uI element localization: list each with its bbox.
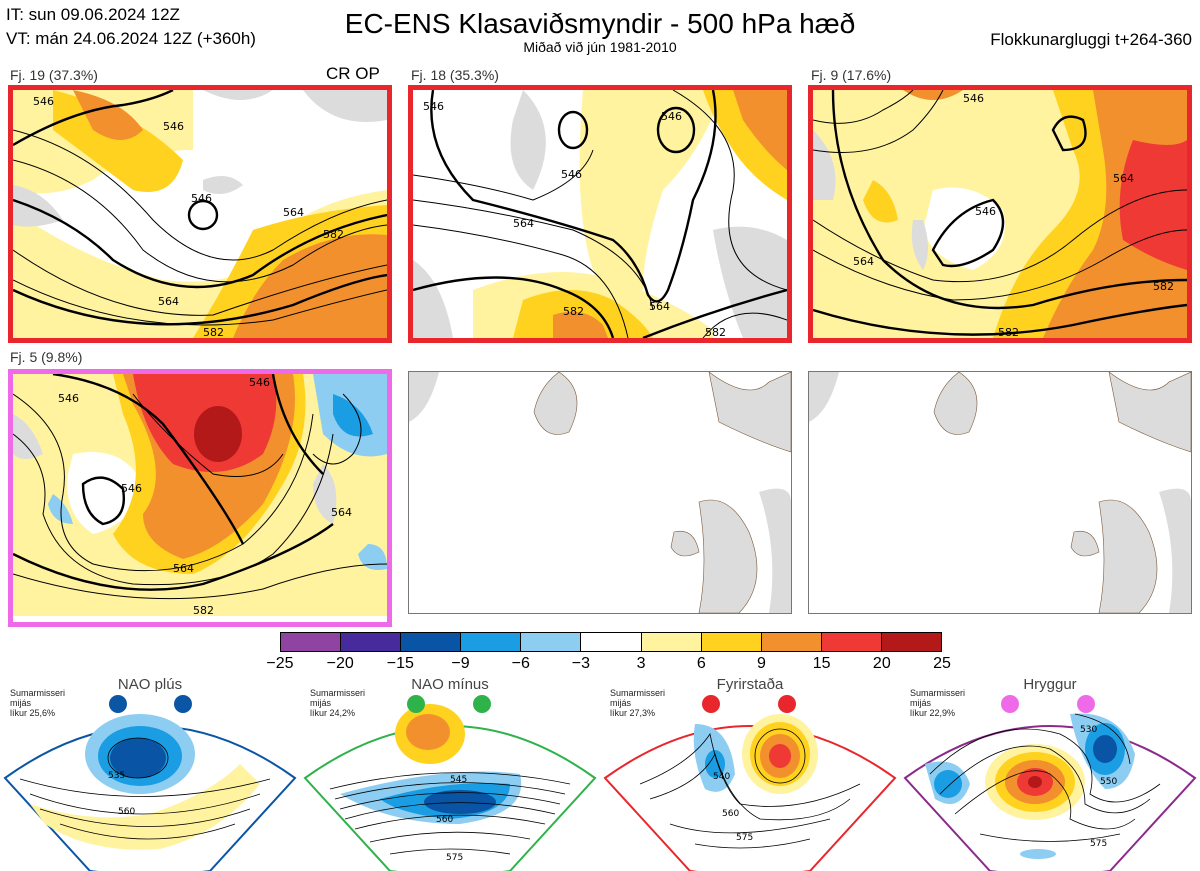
cluster-2-contour-label: 546 bbox=[561, 168, 582, 181]
regime-indicator-dot bbox=[473, 695, 491, 713]
empty-map-panel bbox=[408, 371, 792, 614]
cluster-2-contour-label: 546 bbox=[661, 110, 682, 123]
regime-nao-plus: 535 560 NAO plús Sumarmisseri mijás líku… bbox=[0, 674, 300, 871]
cluster-4-contour-label: 582 bbox=[193, 604, 214, 616]
regime-name: Hryggur bbox=[1023, 676, 1077, 693]
cluster-2-contour-label: 582 bbox=[705, 326, 726, 338]
cluster-2-map: 546 546 546 564 564 582 582 bbox=[408, 85, 792, 343]
regime-note: Sumarmisseri mijás líkur 25,6% bbox=[10, 688, 66, 718]
valid-time: VT: mán 24.06.2024 12Z (+360h) bbox=[6, 29, 256, 48]
nao-plus-contour: 560 bbox=[118, 807, 135, 817]
colorbar-tick-label: −15 bbox=[386, 655, 414, 672]
regime-name: Fyrirstaða bbox=[716, 676, 784, 693]
regime-name: NAO mínus bbox=[411, 676, 489, 693]
colorbar-cell bbox=[701, 633, 762, 651]
ridge-contour: 550 bbox=[1100, 777, 1117, 787]
anomaly-colorbar bbox=[280, 632, 942, 652]
colorbar-cell bbox=[521, 633, 582, 651]
colorbar-tick-label: 15 bbox=[812, 655, 831, 672]
regime-indicator-dot bbox=[174, 695, 192, 713]
cluster-4-contour-label: 546 bbox=[249, 376, 270, 389]
colorbar-tick-label: 9 bbox=[757, 655, 766, 672]
regime-indicator-dot bbox=[109, 695, 127, 713]
blocking-contour: 540 bbox=[713, 772, 730, 782]
colorbar-tick-label: −3 bbox=[571, 655, 591, 672]
cluster-4-contour-label: 564 bbox=[331, 506, 352, 519]
colorbar-cell bbox=[821, 633, 882, 651]
regime-nao-minus: 545 560 575 NAO mínus Sumarmisseri mijás… bbox=[300, 674, 600, 871]
cluster-3-contour-label: 564 bbox=[853, 255, 874, 268]
cluster-1-contour-label: 582 bbox=[203, 326, 224, 338]
regime-indicator-dot bbox=[778, 695, 796, 713]
cluster-1-contour-label: 546 bbox=[191, 192, 212, 205]
ridge-contour: 575 bbox=[1090, 839, 1107, 849]
cluster-4-contour-label: 546 bbox=[121, 482, 142, 495]
colorbar-cell bbox=[281, 633, 342, 651]
cluster-3-contour-label: 546 bbox=[963, 92, 984, 105]
regime-note: Sumarmisseri mijás líkur 22,9% bbox=[910, 688, 966, 718]
blocking-contour: 575 bbox=[736, 833, 753, 843]
cluster-4-label: Fj. 5 (9.8%) bbox=[10, 349, 83, 365]
nao-minus-contour: 575 bbox=[446, 853, 463, 863]
cluster-4-contour-label: 564 bbox=[173, 562, 194, 575]
colorbar-tick-label: −6 bbox=[511, 655, 530, 672]
cluster-3-contour-label: 546 bbox=[975, 205, 996, 218]
cluster-3-contour-label: 582 bbox=[1153, 280, 1174, 293]
cluster-1-tag: CR OP bbox=[326, 64, 380, 83]
colorbar-cell bbox=[461, 633, 522, 651]
colorbar-tick-label: −9 bbox=[451, 655, 470, 672]
blocking-contour: 560 bbox=[722, 809, 739, 819]
cluster-1-contour-label: 564 bbox=[283, 206, 304, 219]
cluster-2-contour-label: 546 bbox=[423, 100, 444, 113]
regime-indicator-dot bbox=[407, 695, 425, 713]
cluster-3-contour-label: 582 bbox=[998, 326, 1019, 338]
regime-ridge: 530 550 575 Hryggur Sumarmisseri mijás l… bbox=[900, 674, 1200, 871]
cluster-1-contour-label: 582 bbox=[323, 228, 344, 241]
colorbar-cell bbox=[761, 633, 822, 651]
regime-indicator-dot bbox=[1001, 695, 1019, 713]
regime-blocking: 540 560 575 Fyrirstaða Sumarmisseri mijá… bbox=[600, 674, 900, 871]
cluster-3-map: 546 546 564 564 582 582 bbox=[808, 85, 1192, 343]
page-title: EC-ENS Klasaviðsmyndir - 500 hPa hæð bbox=[344, 8, 856, 39]
colorbar-tick-label: 3 bbox=[636, 655, 646, 672]
colorbar-cell bbox=[881, 633, 942, 651]
cluster-2-label: Fj. 18 (35.3%) bbox=[411, 67, 499, 83]
colorbar-cell bbox=[341, 633, 402, 651]
empty-map-panel bbox=[808, 371, 1192, 614]
regime-indicator-dot bbox=[702, 695, 720, 713]
nao-minus-contour: 560 bbox=[436, 815, 453, 825]
regime-note: Sumarmisseri mijás líkur 24,2% bbox=[310, 688, 366, 718]
nao-plus-contour: 535 bbox=[108, 771, 125, 781]
page-subtitle: Miðað við jún 1981-2010 bbox=[523, 39, 677, 55]
cluster-2-contour-label: 564 bbox=[649, 300, 670, 313]
ridge-contour: 530 bbox=[1080, 725, 1097, 735]
cluster-1-contour-label: 564 bbox=[158, 295, 179, 308]
cluster-1-label: Fj. 19 (37.3%) bbox=[10, 67, 98, 83]
colorbar-cell bbox=[641, 633, 702, 651]
cluster-2-contour-label: 564 bbox=[513, 217, 534, 230]
cluster-3-label: Fj. 9 (17.6%) bbox=[811, 67, 892, 83]
init-time: IT: sun 09.06.2024 12Z bbox=[6, 5, 180, 24]
colorbar-tick-label: 25 bbox=[933, 655, 951, 672]
colorbar-cell bbox=[581, 633, 642, 651]
cluster-4-contour-label: 546 bbox=[58, 392, 79, 405]
colorbar-tick-label: −20 bbox=[326, 655, 354, 672]
classification-window: Flokkunargluggi t+264-360 bbox=[990, 30, 1192, 49]
regime-note: Sumarmisseri mijás líkur 27,3% bbox=[610, 688, 666, 718]
cluster-1-contour-label: 546 bbox=[33, 95, 54, 108]
cluster-2-contour-label: 582 bbox=[563, 305, 584, 318]
regime-indicator-dot bbox=[1077, 695, 1095, 713]
colorbar-tick-label: 6 bbox=[696, 655, 706, 672]
cluster-3-contour-label: 564 bbox=[1113, 172, 1134, 185]
nao-minus-contour: 545 bbox=[450, 775, 467, 785]
cluster-1-map: 546 546 546 564 564 582 582 bbox=[8, 85, 392, 343]
regime-name: NAO plús bbox=[117, 676, 183, 693]
cluster-1-contour-label: 546 bbox=[163, 120, 184, 133]
colorbar-tick-label: −25 bbox=[266, 655, 294, 672]
colorbar-cell bbox=[401, 633, 462, 651]
colorbar-tick-label: 20 bbox=[872, 655, 891, 672]
cluster-4-map: 546 546 546 564 564 582 bbox=[8, 369, 392, 627]
